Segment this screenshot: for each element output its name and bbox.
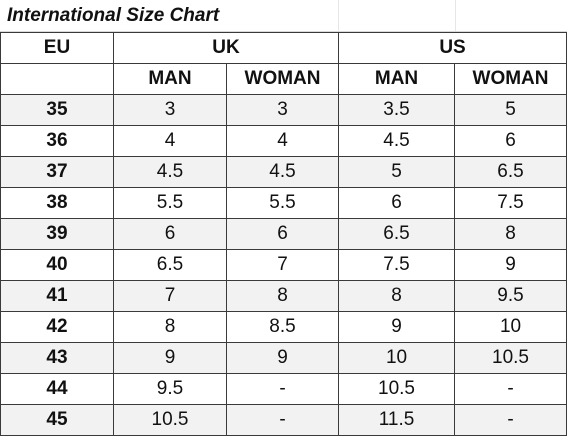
us-woman-size-cell: 6 <box>455 126 567 157</box>
size-chart-table: EU UK US MAN WOMAN MAN WOMAN 35 3 3 3.5 5 36 4… <box>0 32 567 436</box>
eu-header: EU <box>1 33 114 64</box>
uk-man-header: MAN <box>114 64 227 95</box>
us-man-size-cell: 4.5 <box>339 126 455 157</box>
uk-woman-size-cell: 9 <box>227 343 339 374</box>
uk-man-size-cell: 8 <box>114 312 227 343</box>
us-man-size-cell: 6 <box>339 188 455 219</box>
us-man-size-cell: 10.5 <box>339 374 455 405</box>
us-woman-size-cell: 9.5 <box>455 281 567 312</box>
table-row: 42 8 8.5 9 10 <box>1 312 567 343</box>
eu-size-cell: 41 <box>1 281 114 312</box>
table-row: 36 4 4 4.5 6 <box>1 126 567 157</box>
uk-woman-size-cell: 8.5 <box>227 312 339 343</box>
table-row: 39 6 6 6.5 8 <box>1 219 567 250</box>
eu-size-cell: 44 <box>1 374 114 405</box>
us-header: US <box>339 33 567 64</box>
table-row: 35 3 3 3.5 5 <box>1 95 567 126</box>
eu-size-cell: 35 <box>1 95 114 126</box>
us-man-size-cell: 11.5 <box>339 405 455 436</box>
uk-woman-size-cell: 5.5 <box>227 188 339 219</box>
header-row-regions: EU UK US <box>1 33 567 64</box>
uk-man-size-cell: 5.5 <box>114 188 227 219</box>
us-woman-size-cell: - <box>455 405 567 436</box>
us-woman-size-cell: 5 <box>455 95 567 126</box>
title-row: International Size Chart <box>0 0 567 32</box>
uk-woman-size-cell: 4 <box>227 126 339 157</box>
table-row: 43 9 9 10 10.5 <box>1 343 567 374</box>
table-row: 45 10.5-11.5- <box>1 405 567 436</box>
table-row: 38 5.5 5.5 6 7.5 <box>1 188 567 219</box>
eu-size-cell: 42 <box>1 312 114 343</box>
uk-woman-size-cell: - <box>227 405 339 436</box>
uk-woman-header: WOMAN <box>227 64 339 95</box>
us-woman-size-cell: 7.5 <box>455 188 567 219</box>
table-row: 37 4.5 4.5 5 6.5 <box>1 157 567 188</box>
uk-man-size-cell: 6 <box>114 219 227 250</box>
eu-size-cell: 40 <box>1 250 114 281</box>
gridline <box>338 0 339 31</box>
eu-size-cell: 39 <box>1 219 114 250</box>
uk-woman-size-cell: 3 <box>227 95 339 126</box>
us-man-size-cell: 6.5 <box>339 219 455 250</box>
us-woman-size-cell: - <box>455 374 567 405</box>
us-man-size-cell: 10 <box>339 343 455 374</box>
gridline <box>455 0 456 31</box>
us-man-size-cell: 9 <box>339 312 455 343</box>
uk-man-size-cell: 9 <box>114 343 227 374</box>
uk-man-size-cell: 10.5 <box>114 405 227 436</box>
table-row: 41 7 8 8 9.5 <box>1 281 567 312</box>
chart-title: International Size Chart <box>0 5 219 27</box>
header-row-genders: MAN WOMAN MAN WOMAN <box>1 64 567 95</box>
us-man-size-cell: 7.5 <box>339 250 455 281</box>
uk-woman-size-cell: 8 <box>227 281 339 312</box>
us-man-size-cell: 3.5 <box>339 95 455 126</box>
eu-size-cell: 45 <box>1 405 114 436</box>
uk-man-size-cell: 3 <box>114 95 227 126</box>
uk-woman-size-cell: 4.5 <box>227 157 339 188</box>
eu-size-cell: 38 <box>1 188 114 219</box>
table-row: 40 6.5 7 7.5 9 <box>1 250 567 281</box>
us-woman-size-cell: 10 <box>455 312 567 343</box>
eu-size-cell: 37 <box>1 157 114 188</box>
uk-header: UK <box>114 33 339 64</box>
uk-man-size-cell: 4.5 <box>114 157 227 188</box>
uk-woman-size-cell: 7 <box>227 250 339 281</box>
eu-size-cell: 43 <box>1 343 114 374</box>
us-woman-size-cell: 6.5 <box>455 157 567 188</box>
us-woman-header: WOMAN <box>455 64 567 95</box>
us-man-header: MAN <box>339 64 455 95</box>
uk-woman-size-cell: 6 <box>227 219 339 250</box>
size-rows: 35 3 3 3.5 5 36 4 4 4.5 6 37 4.5 4.5 5 6.5 38 5.5 5.5 6 7.5… <box>1 95 567 436</box>
us-man-size-cell: 8 <box>339 281 455 312</box>
us-woman-size-cell: 10.5 <box>455 343 567 374</box>
eu-size-cell: 36 <box>1 126 114 157</box>
uk-man-size-cell: 6.5 <box>114 250 227 281</box>
us-woman-size-cell: 9 <box>455 250 567 281</box>
uk-man-size-cell: 7 <box>114 281 227 312</box>
uk-woman-size-cell: - <box>227 374 339 405</box>
uk-man-size-cell: 4 <box>114 126 227 157</box>
us-man-size-cell: 5 <box>339 157 455 188</box>
us-woman-size-cell: 8 <box>455 219 567 250</box>
uk-man-size-cell: 9.5 <box>114 374 227 405</box>
eu-subheader-empty <box>1 64 114 95</box>
table-row: 44 9.5-10.5- <box>1 374 567 405</box>
